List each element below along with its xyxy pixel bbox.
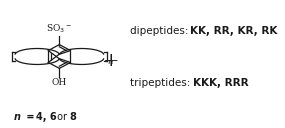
Text: KKK, RRR: KKK, RRR xyxy=(193,78,248,88)
Text: 8: 8 xyxy=(69,112,76,122)
Text: n: n xyxy=(108,58,113,66)
Text: =: = xyxy=(23,112,38,122)
Text: dipeptides:: dipeptides: xyxy=(130,26,192,36)
Text: SO$_3$$^-$: SO$_3$$^-$ xyxy=(46,23,72,35)
Text: n: n xyxy=(14,112,21,122)
Text: 4, 6: 4, 6 xyxy=(36,112,56,122)
Text: tripeptides:: tripeptides: xyxy=(130,78,193,88)
Text: or: or xyxy=(54,112,70,122)
Text: OH: OH xyxy=(52,78,67,87)
Text: +: + xyxy=(103,52,119,71)
Text: KK, RR, KR, RK: KK, RR, KR, RK xyxy=(190,26,278,36)
